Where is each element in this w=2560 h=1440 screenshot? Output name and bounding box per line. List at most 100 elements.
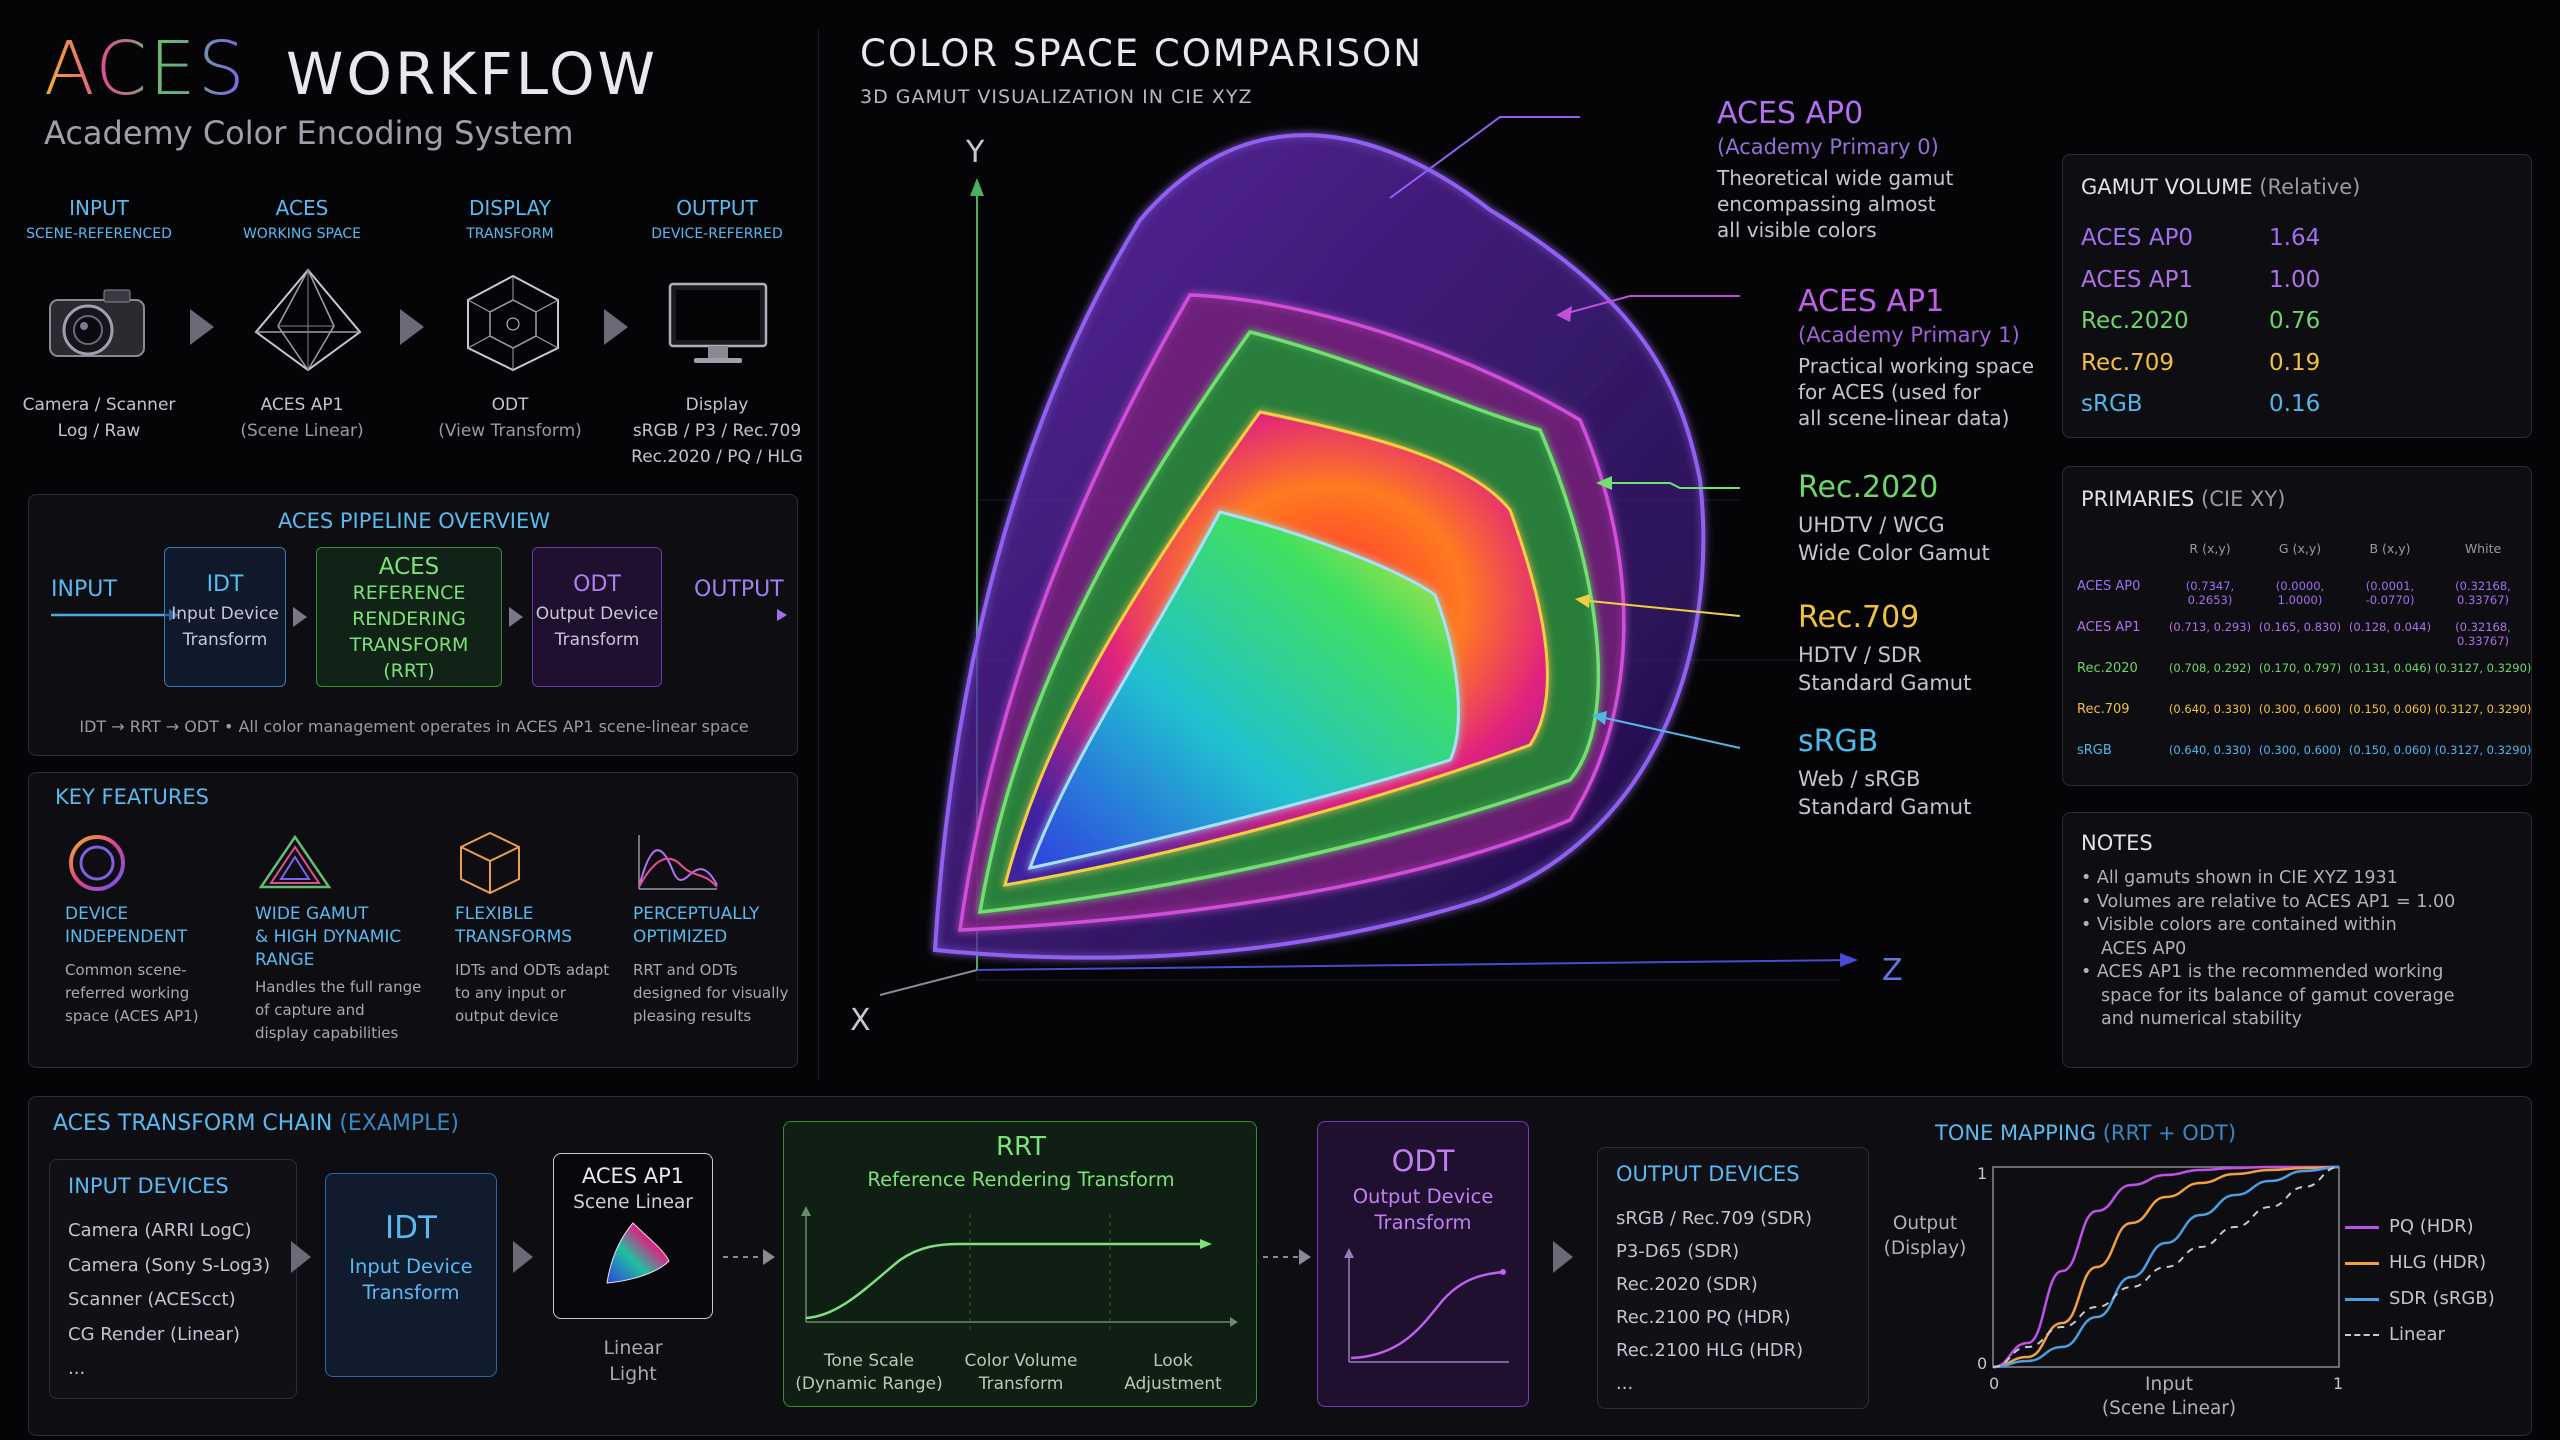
primaries-cell-g: (0.165, 0.830) — [2258, 620, 2342, 634]
x-tick-1: 1 — [2333, 1374, 2343, 1393]
primaries-cell-b: (0.128, 0.044) — [2348, 620, 2432, 634]
legend-swatch — [2345, 1225, 2379, 1229]
leader-rec709-arrow — [1575, 594, 1590, 608]
primaries-cell-b: (0.150, 0.060) — [2348, 702, 2432, 716]
perceptually-optimized-icon — [638, 835, 718, 890]
output-device-item[interactable]: Rec.2100 HLG (HDR) — [1616, 1340, 1804, 1361]
x-tick-0: 0 — [1989, 1374, 1999, 1393]
input-device-item[interactable]: Camera (ARRI LogC) — [68, 1220, 252, 1241]
comparison-title: COLOR SPACE COMPARISON — [860, 32, 1423, 75]
primaries-cell-name: sRGB — [2077, 743, 2112, 758]
legend-swatch — [2345, 1261, 2379, 1265]
output-device-item[interactable]: P3-D65 (SDR) — [1616, 1241, 1740, 1262]
gamut-volume-name: Rec.709 — [2081, 349, 2174, 376]
pipeline-idt-box[interactable]: IDT Input Device Transform — [164, 547, 286, 687]
leader-ap1-arrow — [1556, 306, 1572, 322]
legend-item: PQ (HDR) — [2345, 1209, 2495, 1245]
input-device-item[interactable]: Scanner (ACEScct) — [68, 1289, 236, 1310]
feature-flexible-transforms: FLEXIBLE TRANSFORMS IDTs and ODTs adapt to… — [455, 904, 610, 1025]
gamut-volume-value: 1.64 — [2269, 225, 2321, 251]
pipeline-panel: ACES PIPELINE OVERVIEW INPUT IDT Input D… — [28, 494, 798, 756]
rrt-color-volume-label: Color Volume Transform — [964, 1351, 1078, 1394]
chain-odt-box[interactable]: ODT Output Device Transform — [1317, 1121, 1529, 1407]
series-line-linear — [1992, 1166, 2340, 1368]
primaries-cell-r: (0.7347, 0.2653) — [2185, 579, 2235, 607]
flow-arrow-2 — [400, 309, 424, 345]
legend-label: SDR (sRGB) — [2389, 1288, 2495, 1309]
primaries-cell-g: (0.300, 0.600) — [2258, 743, 2342, 757]
legend-label: Linear — [2389, 1324, 2445, 1345]
pipeline-arrow-1 — [293, 607, 307, 627]
gamut-volume-name: ACES AP1 — [2081, 266, 2194, 293]
legend-swatch — [2345, 1297, 2379, 1301]
series-line-sdr-srgb — [1992, 1165, 2340, 1369]
srgb-gamut-shape — [1027, 510, 1460, 871]
input-device-item[interactable]: CG Render (Linear) — [68, 1323, 241, 1345]
primaries-cell-w: (0.3127, 0.3290) — [2434, 743, 2532, 757]
axis-z-arrowhead — [1840, 953, 1858, 967]
tone-legend: PQ (HDR) HLG (HDR) SDR (sRGB) Linear — [2345, 1209, 2495, 1353]
rrt-tone-curve — [801, 1206, 1238, 1334]
pipeline-rrt-box[interactable]: ACES REFERENCE RENDERING TRANSFORM (RRT) — [316, 547, 502, 687]
primaries-cell-w: (0.3127, 0.3290) — [2434, 661, 2532, 675]
chain-ap1-box[interactable]: ACES AP1 Scene Linear — [553, 1153, 713, 1319]
features-title: KEY FEATURES — [55, 785, 210, 809]
primaries-cell-w: (0.32168, 0.33767) — [2455, 620, 2511, 648]
stage-input-caption: Camera / Scanner Log / Raw — [22, 395, 176, 441]
leader-rec2020 — [1600, 482, 1740, 489]
primaries-header-r: R (x,y) — [2189, 541, 2231, 556]
aces-gradient-text: ACES — [44, 26, 245, 112]
stage-aces-head: ACES WORKING SPACE — [242, 196, 362, 242]
pipeline-input-label: INPUT — [51, 577, 117, 602]
chain-idt-box[interactable]: IDT Input Device Transform — [325, 1173, 497, 1377]
chain-ap1-caption: Linear Light — [603, 1337, 663, 1385]
input-devices-box: INPUT DEVICES Camera (ARRI LogC) Camera … — [49, 1159, 297, 1399]
camera-icon — [49, 289, 145, 357]
axis-x-line — [879, 969, 978, 996]
stage-output-head: OUTPUT DEVICE-REFERRED — [651, 196, 783, 242]
chain-arrow-4 — [1263, 1249, 1311, 1265]
pipeline-odt-box[interactable]: ODT Output Device Transform — [532, 547, 662, 687]
chain-rrt-box[interactable]: RRT Reference Rendering Transform Tone S… — [783, 1121, 1257, 1407]
note-item: • All gamuts shown in CIE XYZ 1931 — [2081, 868, 2398, 888]
gamut-volume-name: Rec.2020 — [2081, 308, 2189, 334]
label-rec2020: Rec.2020 UHDTV / WCG Wide Color Gamut — [1798, 470, 1990, 565]
primaries-cell-name: ACES AP0 — [2077, 579, 2141, 594]
notes-panel: NOTES • All gamuts shown in CIE XYZ 1931… — [2062, 812, 2532, 1068]
primaries-cell-w: (0.32168, 0.33767) — [2455, 579, 2511, 607]
transform-chain-panel: ACES TRANSFORM CHAIN (EXAMPLE) INPUT DEV… — [28, 1096, 2532, 1436]
pipeline-arrow-2 — [509, 607, 523, 627]
y-tick-1: 1 — [1977, 1164, 1987, 1183]
tone-ylabel: Output (Display) — [1883, 1213, 1967, 1259]
chart-frame — [1992, 1166, 2340, 1368]
gamut-volume-name: sRGB — [2081, 391, 2143, 417]
primaries-header-b: B (x,y) — [2369, 541, 2411, 556]
output-devices-box: OUTPUT DEVICES sRGB / Rec.709 (SDR) P3-D… — [1597, 1147, 1869, 1409]
input-device-item[interactable]: Camera (Sony S-Log3) — [68, 1254, 271, 1276]
legend-label: PQ (HDR) — [2389, 1216, 2474, 1237]
y-tick-0: 0 — [1977, 1354, 1987, 1373]
pipeline-footer: IDT → RRT → ODT • All color management o… — [79, 717, 749, 736]
feature-perceptually-optimized: PERCEPTUALLY OPTIMIZED RRT and ODTs design… — [633, 904, 789, 1025]
primaries-cell-name: ACES AP1 — [2077, 620, 2141, 635]
cube-icon — [467, 274, 559, 372]
chain-arrow-1 — [291, 1241, 311, 1273]
ap1-gamut-icon — [606, 1222, 670, 1284]
legend-item: SDR (sRGB) — [2345, 1281, 2495, 1317]
output-device-item[interactable]: Rec.2100 PQ (HDR) — [1616, 1307, 1791, 1328]
output-device-item[interactable]: Rec.2020 (SDR) — [1616, 1274, 1758, 1295]
primaries-cell-b: (0.131, 0.046) — [2348, 661, 2432, 675]
label-rec709: Rec.709 HDTV / SDR Standard Gamut — [1798, 600, 1972, 695]
label-srgb: sRGB Web / sRGB Standard Gamut — [1798, 724, 1972, 819]
rrt-tone-scale-label: Tone Scale (Dynamic Range) — [795, 1351, 943, 1394]
legend-item: Linear — [2345, 1317, 2495, 1353]
subtitle: Academy Color Encoding System — [44, 114, 574, 152]
odt-curve — [1344, 1248, 1509, 1363]
legend-item: HLG (HDR) — [2345, 1245, 2495, 1281]
flexible-transforms-icon — [460, 831, 520, 895]
stage-display-caption: ODT (View Transform) — [438, 395, 582, 441]
notes-list: • All gamuts shown in CIE XYZ 1931 • Vol… — [2081, 867, 2455, 1032]
output-device-item[interactable]: sRGB / Rec.709 (SDR) — [1616, 1208, 1812, 1229]
gamut-volume-name: ACES AP0 — [2081, 225, 2194, 251]
label-ap1: ACES AP1 (Academy Primary 1) Practical w… — [1798, 284, 2035, 430]
